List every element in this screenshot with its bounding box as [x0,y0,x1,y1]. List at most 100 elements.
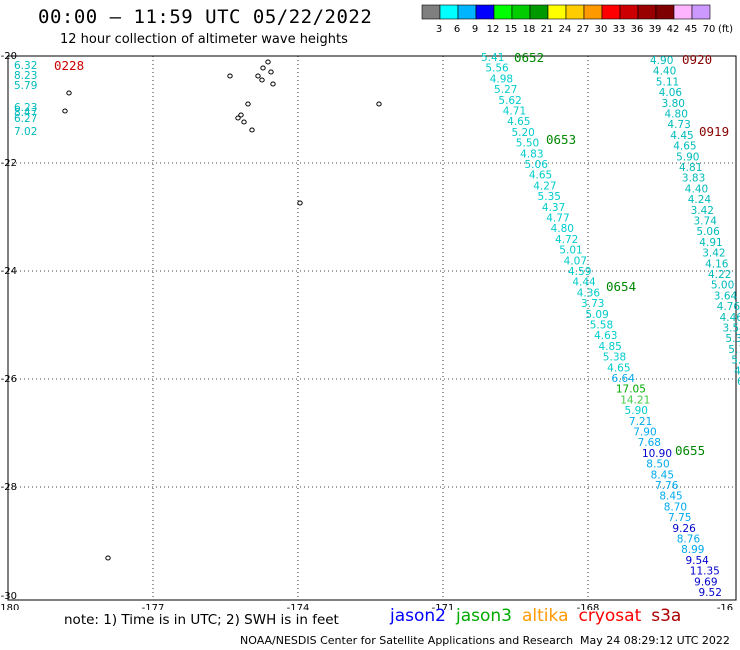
island-outline [297,200,303,206]
color-legend: 3 6 9 12 15 18 21 24 27 30 33 36 39 42 45 70 (ft) [421,4,733,35]
wave-height-value: 5.11 [656,76,679,88]
wave-height-value: 17.05 [616,384,646,396]
wave-height-value: 4.46 [720,312,740,324]
wave-height-value: 4.83 [520,148,543,160]
island-outline [259,77,265,83]
wave-height-value: 3.83 [682,173,705,185]
wave-height-value: 10.90 [642,448,672,460]
wave-height-value: 3.74 [694,216,718,228]
wave-height-value: 4.37 [542,202,565,214]
legend-tick-label: 27 [577,24,590,35]
wave-height-value: 7.75 [668,512,691,524]
island-outline [227,73,233,79]
wave-height-value: 5.58 [590,320,613,332]
wave-height-value: 9.26 [672,523,696,535]
wave-height-value: 9.52 [699,587,722,599]
pass-time-label: 0228 [54,58,84,73]
legend-tick-label: 6 [454,24,460,35]
wave-height-value: 4.40 [653,66,676,78]
satellite-legend: jason2 jason3 altika cryosat s3a [390,606,691,626]
wave-height-value: 5.38 [603,352,626,364]
x-tick-label: -168 [577,603,600,610]
wave-height-value: 4.16 [705,258,729,270]
wave-height-value: 5.62 [498,95,521,107]
legend-tick-label: 21 [541,24,554,35]
wave-height-value: 8.47 [14,107,37,119]
wave-height-value: 4.65 [673,141,696,153]
y-tick-label: -30 [1,591,17,602]
pass-time-label: 0653 [546,132,576,147]
wave-height-value: 5.90 [676,151,699,163]
wave-height-value: 4.40 [685,183,708,195]
legend-tick-label: 33 [613,24,626,35]
wave-height-value: 8.76 [677,534,701,546]
x-tick-label: -180 [0,603,19,610]
wave-height-value: 8.70 [664,501,687,513]
wave-height-value: 6.64 [612,373,636,385]
wave-height-value: 8.99 [681,544,704,556]
wave-height-value: 9.69 [694,576,717,588]
legend-tick-label: 45 [685,24,698,35]
satellite-name: jason2 [390,606,446,626]
wave-height-value: 4.45 [670,130,693,142]
wave-height-value: 4.90 [650,55,673,67]
wave-height-value: 4.07 [564,255,587,267]
footnote: note: 1) Time is in UTC; 2) SWH is in fe… [64,612,339,628]
island-outline [376,101,382,107]
x-tick-label: -171 [432,603,455,610]
wave-height-value: 4.85 [598,341,621,353]
wave-height-value: 11.35 [690,566,720,578]
wave-height-value: 4.36 [577,287,601,299]
wave-height-value: 5.06 [696,226,720,238]
wave-height-value: 3.42 [702,248,725,260]
wave-height-value: 4.06 [659,87,683,99]
wave-height-value: 5.3 [725,333,740,345]
wave-height-value: 5.27 [494,84,517,96]
wave-height-value: 4. [734,365,740,377]
island-outline [235,115,241,121]
wave-height-value: 5.79 [14,80,37,92]
island-outline [265,59,271,65]
pass-time-label: 0655 [675,443,705,458]
pass-time-label: 0920 [682,52,712,67]
x-tick-label: -174 [287,603,310,610]
legend-tick-label: 70 [703,24,716,35]
legend-tick-label: 18 [523,24,536,35]
wave-height-value: 4.77 [546,213,569,225]
wave-height-value: 4.76 [717,301,740,313]
wave-height-value: 8.50 [646,459,669,471]
wave-height-value: 5.20 [511,127,534,139]
wave-height-value: 5.01 [559,245,582,257]
wave-height-value: 3.64 [714,290,738,302]
wave-height-value: 6.27 [14,113,37,125]
y-tick-label: -24 [1,266,17,277]
wave-height-value: 7.02 [14,126,37,138]
map-subtitle: 12 hour collection of altimeter wave hei… [60,32,348,47]
y-tick-label: -20 [1,51,17,62]
island-outline [241,119,247,125]
wave-height-value: 14.21 [620,394,650,406]
timestamp: May 24 08:29:12 UTC 2022 [580,634,730,647]
x-tick-label: -16 [717,603,733,610]
wave-height-value: 4.24 [688,194,712,206]
wave-height-value: 8.23 [14,70,37,82]
legend-tick-label: 24 [559,24,572,35]
satellite-name: altika [522,606,569,626]
wave-height-value: 7.21 [629,416,652,428]
pass-time-label: 0919 [699,124,729,139]
island-outline [260,65,266,71]
wave-height-value: 5.35 [538,191,561,203]
island-outline [249,127,255,133]
wave-height-value: 9.54 [685,555,709,567]
wave-height-value: 7.68 [638,437,661,449]
wave-height-value: 5.09 [585,309,608,321]
island-outline [268,69,274,75]
wave-height-value: 4.44 [572,277,596,289]
legend-swatch [691,4,711,20]
y-tick-label: -28 [1,482,17,493]
wave-height-map: -180 -177 -174 -171 -168 -16 -20 -22 -24 -26 -28 -3… [0,50,740,610]
wave-height-value: 4.91 [699,237,722,249]
y-tick-label: -26 [1,374,17,385]
legend-tick-label: 12 [487,24,500,35]
wave-height-value: 4.27 [533,180,556,192]
